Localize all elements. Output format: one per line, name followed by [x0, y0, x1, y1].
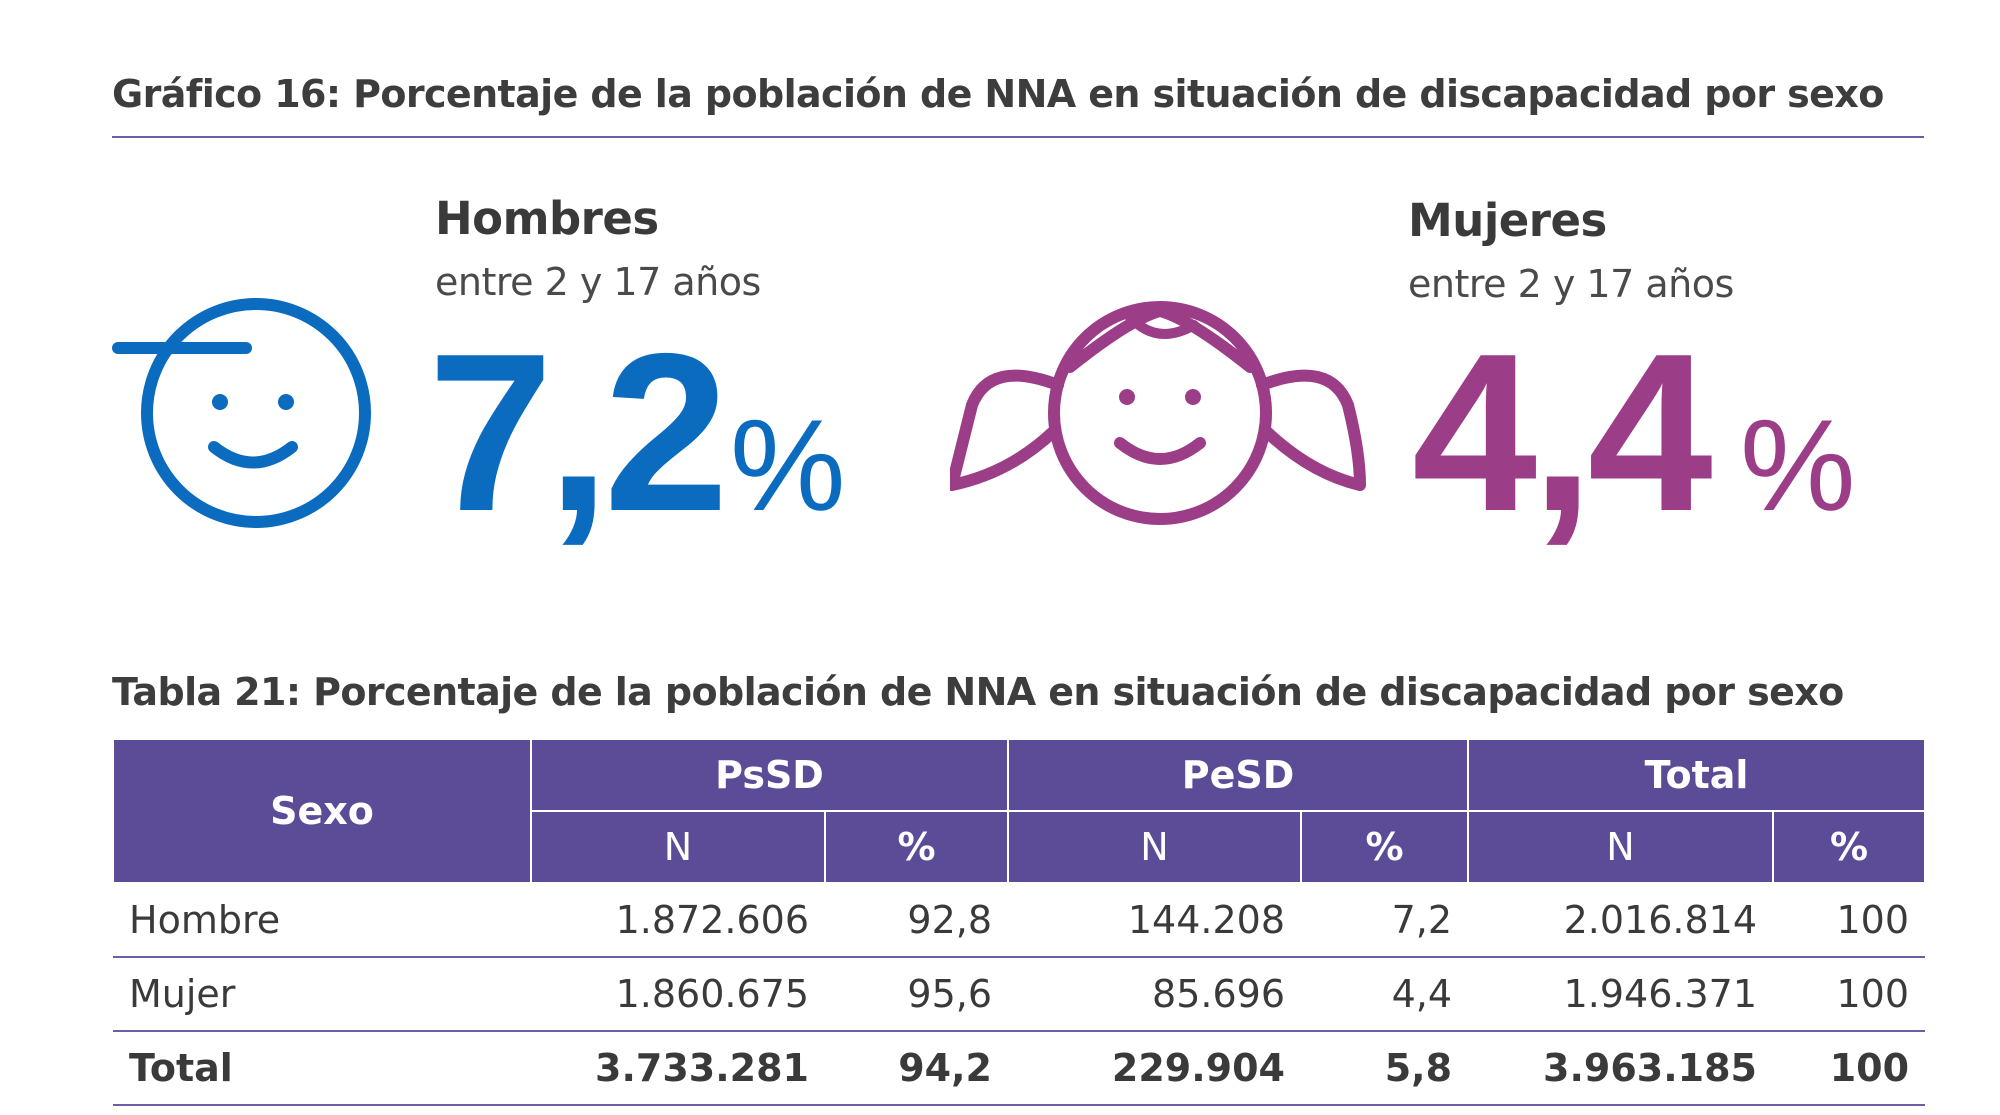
row-label: Mujer	[113, 957, 531, 1032]
table-cell: 95,6	[825, 957, 1008, 1032]
row-label: Total	[113, 1031, 531, 1106]
table-cell: 92,8	[825, 883, 1008, 958]
subheader-percent: %	[824, 810, 1009, 884]
men-label: Hombres	[435, 192, 659, 245]
women-percent-sign: %	[1740, 392, 1856, 538]
table-cell: 2.016.814	[1468, 883, 1774, 958]
header-group-total: Total	[1467, 738, 1927, 812]
table-cell: 94,2	[825, 1031, 1008, 1106]
table-row: Mujer 1.860.675 95,6 85.696 4,4 1.946.37…	[113, 957, 1926, 1032]
table-cell: 85.696	[1008, 957, 1301, 1032]
boy-face-icon	[112, 298, 371, 528]
table-cell: 1.946.371	[1468, 957, 1774, 1032]
men-percent-sign: %	[730, 392, 846, 538]
table-cell: 4,4	[1301, 957, 1469, 1032]
girl-face-icon	[950, 301, 1366, 525]
women-label: Mujeres	[1408, 194, 1607, 247]
men-percentage-value: 7,2	[428, 306, 729, 558]
subheader-percent: %	[1299, 810, 1470, 884]
subheader-n: N	[1007, 810, 1302, 884]
subheader-percent: %	[1772, 810, 1927, 884]
table-cell: 1.860.675	[531, 957, 825, 1032]
table-cell: 3.963.185	[1468, 1031, 1774, 1106]
women-percentage-value: 4,4	[1412, 306, 1713, 558]
men-age-range: entre 2 y 17 años	[435, 260, 761, 304]
table-cell: 100	[1773, 1031, 1926, 1106]
table-title: Tabla 21: Porcentaje de la población de …	[112, 670, 1844, 714]
table-row: Hombre 1.872.606 92,8 144.208 7,2 2.016.…	[113, 883, 1926, 958]
table-cell: 229.904	[1008, 1031, 1301, 1106]
table-cell: 144.208	[1008, 883, 1301, 958]
table-cell: 100	[1773, 957, 1926, 1032]
table-cell: 3.733.281	[531, 1031, 825, 1106]
subheader-n: N	[530, 810, 826, 884]
header-sexo: Sexo	[112, 738, 532, 884]
table-cell: 7,2	[1301, 883, 1469, 958]
header-group-pssd: PsSD	[530, 738, 1009, 812]
table-cell: 5,8	[1301, 1031, 1469, 1106]
row-label: Hombre	[113, 883, 531, 958]
figure-title-rule	[112, 136, 1924, 138]
table-cell: 1.872.606	[531, 883, 825, 958]
disability-by-sex-table: Sexo PsSD PeSD Total N % N % N % Hombre …	[112, 738, 1927, 1106]
subheader-n: N	[1467, 810, 1775, 884]
header-group-pesd: PeSD	[1006, 738, 1470, 812]
table-cell: 100	[1773, 883, 1926, 958]
women-age-range: entre 2 y 17 años	[1408, 262, 1734, 306]
figure-title: Gráfico 16: Porcentaje de la población d…	[112, 72, 1884, 116]
table-total-row: Total 3.733.281 94,2 229.904 5,8 3.963.1…	[113, 1031, 1926, 1106]
